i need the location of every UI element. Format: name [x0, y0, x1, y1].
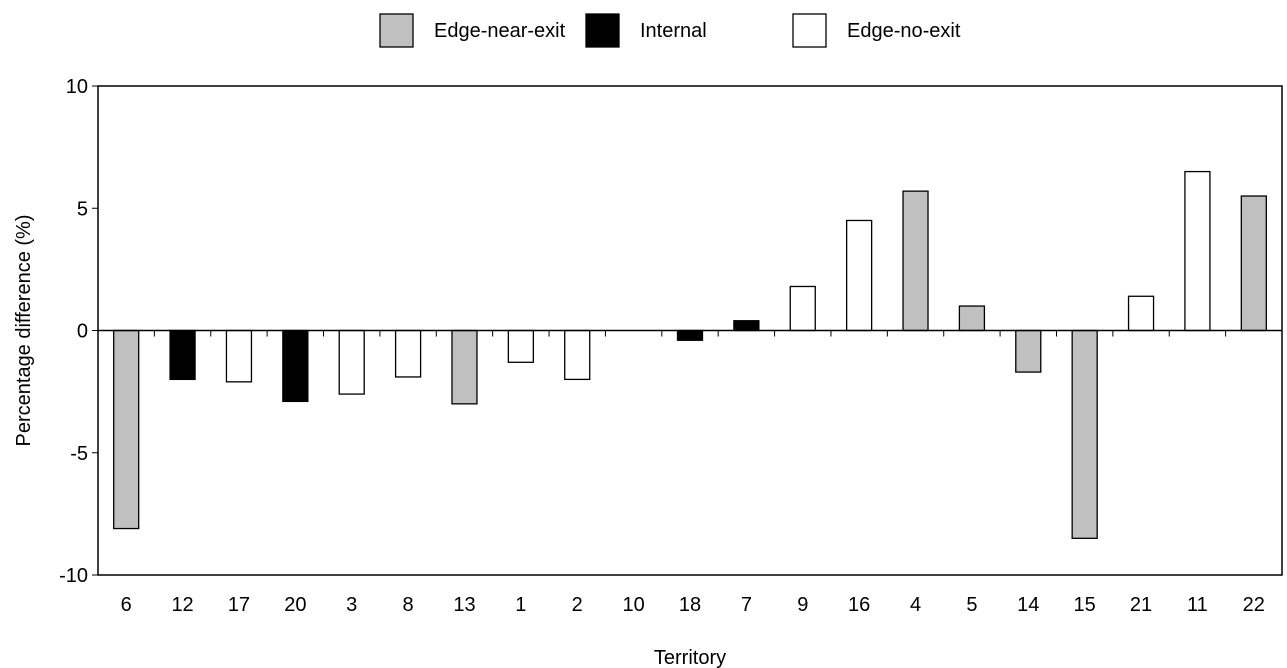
bar-territory-20: [282, 329, 309, 403]
bar-territory-8: [394, 329, 422, 378]
legend-swatch: [379, 13, 414, 48]
bar-territory-14: [1015, 329, 1042, 373]
bar-territory-11: [1184, 170, 1211, 332]
bar-territory-3: [338, 329, 365, 395]
y-tick-label: -10: [59, 565, 88, 587]
x-tick-label: 14: [1017, 594, 1039, 616]
y-axis-ticks: -10 -5 0 5 10: [59, 76, 98, 587]
legend-swatch: [585, 13, 620, 48]
legend-label: Edge-no-exit: [847, 20, 961, 42]
x-tick-label: 10: [622, 594, 644, 616]
x-tick-label: 9: [797, 594, 808, 616]
bar-territory-18: [676, 329, 704, 341]
bar-territory-9: [789, 285, 816, 332]
bar-territory-17: [225, 329, 253, 383]
x-tick-label: 16: [848, 594, 870, 616]
legend: Edge-near-exit Internal Edge-no-exit: [379, 13, 961, 48]
x-tick-label: 17: [228, 594, 250, 616]
x-tick-label: 6: [121, 594, 132, 616]
bar-territory-2: [564, 329, 591, 381]
bar-territory-21: [1127, 295, 1155, 332]
x-tick-label: 13: [453, 594, 475, 616]
x-tick-label: 20: [284, 594, 306, 616]
x-tick-label: 15: [1074, 594, 1096, 616]
bars: [113, 170, 1267, 539]
x-tick-label: 21: [1130, 594, 1152, 616]
plot-area: 6 12 17 20 3 8 13 1 2 10 18 7 9 16 4 5 14 15 21 11 22 -10-50…: [59, 76, 1283, 616]
x-tick-label: 11: [1187, 594, 1208, 616]
legend-label: Internal: [640, 20, 707, 42]
x-tick-label: 4: [910, 594, 921, 616]
bar-territory-5: [958, 305, 986, 332]
legend-swatch: [792, 13, 827, 48]
x-tick-label: 22: [1243, 594, 1265, 616]
bar-territory-7: [733, 320, 760, 332]
bar-territory-13: [451, 329, 478, 405]
y-tick-label: 5: [77, 198, 88, 220]
x-ticks: 6 12 17 20 3 8 13 1 2 10 18 7 9 16 4 5 14 15 21 11 22: [121, 330, 1265, 616]
bar-territory-16: [845, 219, 873, 332]
x-tick-label: 5: [966, 594, 977, 616]
bar-territory-1: [507, 329, 535, 363]
legend-label: Edge-near-exit: [434, 20, 566, 42]
bar-territory-6: [113, 329, 140, 530]
y-tick-label: 0: [77, 321, 88, 343]
x-tick-label: 1: [515, 594, 526, 616]
x-tick-label: 2: [572, 594, 583, 616]
x-tick-label: 3: [346, 594, 357, 616]
y-axis-title: Percentage difference (%): [13, 215, 35, 447]
bar-territory-15: [1071, 329, 1098, 539]
y-tick-label: -5: [70, 443, 88, 465]
bar-territory-4: [902, 190, 929, 332]
bar-territory-12: [169, 329, 196, 381]
x-tick-label: 18: [679, 594, 701, 616]
x-tick-label: 7: [741, 594, 752, 616]
x-tick-label: 8: [403, 594, 414, 616]
y-tick-label: 10: [66, 76, 88, 98]
bar-territory-22: [1240, 195, 1267, 332]
x-tick-label: 12: [171, 594, 193, 616]
x-axis-title: Territory: [654, 647, 726, 668]
